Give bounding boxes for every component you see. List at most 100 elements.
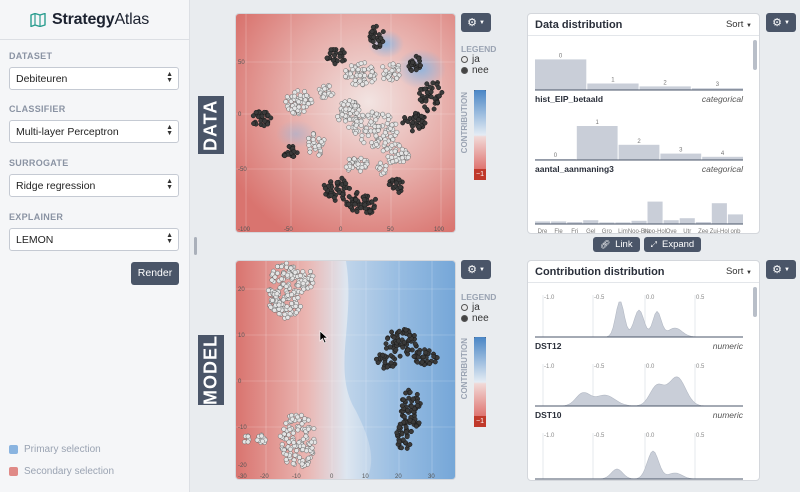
model-legend: LEGEND ja nee — [461, 292, 496, 324]
data-legend: LEGEND ja nee — [461, 44, 496, 76]
scatter-point — [281, 426, 287, 432]
scatter-point — [309, 439, 314, 445]
scatter-point — [289, 301, 295, 306]
scatter-point — [292, 93, 297, 99]
legend-item-ja[interactable]: ja — [461, 54, 496, 65]
histogram-bar[interactable] — [615, 222, 631, 224]
feature-row[interactable]: Dre Fle Fri Gel Gro Lim Noo-Bra Noo-Hol Ove Utr Ze… — [535, 182, 743, 233]
scatter-point — [406, 333, 412, 338]
scatter-point — [297, 273, 303, 279]
legend-item-ja[interactable]: ja — [461, 302, 496, 313]
data-scatter-svg[interactable]: 50 0 -50 -100 -50 0 50 100 — [236, 14, 456, 233]
histogram-bar[interactable] — [535, 221, 551, 224]
data-settings-button[interactable]: ⚙ ▼ — [461, 13, 491, 32]
scatter-point — [358, 205, 364, 211]
histogram-bar[interactable] — [702, 156, 743, 160]
scatter-point — [302, 89, 308, 94]
histogram-bar[interactable] — [695, 222, 711, 224]
data-row-label: DATA — [198, 96, 224, 154]
legend-item-nee[interactable]: nee — [461, 65, 496, 76]
histogram-bar[interactable] — [727, 214, 743, 224]
histogram-bar[interactable] — [660, 153, 702, 160]
histogram: 0 1 2 3 4 — [535, 120, 743, 161]
scatter-point — [400, 437, 406, 443]
histogram-bar[interactable] — [691, 88, 744, 90]
feature-row[interactable]: 0 1 2 3 hist_EIP_betaald categorical — [535, 44, 744, 104]
feature-row[interactable]: -1.0 -0.5 0.0 0.5 — [535, 429, 743, 480]
histogram-bar[interactable] — [663, 220, 679, 224]
scatter-point — [276, 306, 282, 312]
histogram-bar[interactable] — [551, 221, 567, 224]
scrollbar[interactable] — [753, 287, 757, 317]
scatter-point — [305, 101, 311, 107]
scatter-point — [373, 142, 379, 148]
chevron-down-icon: ▼ — [783, 266, 790, 273]
density-plot: -1.0 -0.5 0.0 0.5 — [535, 433, 743, 480]
resize-handle[interactable] — [194, 237, 197, 255]
surrogate-select[interactable]: Ridge regression ▲ ▼ — [9, 174, 179, 197]
scatter-point — [284, 261, 289, 266]
expand-button[interactable]: ⤢ Expand — [643, 237, 702, 252]
histogram-bar[interactable] — [576, 126, 618, 160]
explainer-select[interactable]: LEMON ▲ ▼ — [9, 228, 179, 251]
primary-selection-legend[interactable]: Primary selection — [9, 444, 101, 455]
histogram-bar[interactable] — [599, 222, 615, 224]
legend-item-nee[interactable]: nee — [461, 313, 496, 324]
scatter-point — [403, 424, 409, 430]
histogram-bar[interactable] — [647, 201, 663, 224]
secondary-swatch — [9, 467, 18, 476]
histogram-bar[interactable] — [567, 222, 583, 224]
distribution-settings-button[interactable]: ⚙ ▼ — [766, 13, 796, 32]
histogram-bar[interactable] — [583, 220, 599, 224]
histogram-bar[interactable] — [587, 83, 639, 91]
feature-row[interactable]: -1.0 -0.5 0.0 0.5 DST12 numeric — [535, 291, 743, 353]
data-projection-plot[interactable]: 50 0 -50 -100 -50 0 50 100 — [235, 13, 456, 233]
scatter-point — [418, 63, 423, 68]
tick-label: 0.0 — [646, 364, 655, 370]
sort-dropdown[interactable]: Sort ▼ — [726, 266, 752, 277]
light-dot-icon — [461, 56, 468, 63]
model-settings-button[interactable]: ⚙ ▼ — [461, 260, 491, 279]
model-projection-plot[interactable]: 20 10 0 -10 -20 -30 -20 -10 0 10 20 30 — [235, 260, 456, 480]
scatter-point — [339, 58, 345, 64]
dataset-select[interactable]: Debiteuren ▲ ▼ — [9, 67, 179, 90]
sort-dropdown[interactable]: Sort ▼ — [726, 19, 752, 30]
scatter-point — [407, 389, 413, 395]
classifier-select[interactable]: Multi-layer Perceptron ▲ ▼ — [9, 120, 179, 143]
histogram-bar[interactable] — [639, 86, 691, 90]
tick-label: -0.5 — [594, 364, 605, 370]
density-curve[interactable] — [535, 376, 743, 407]
histogram-bar[interactable] — [618, 144, 660, 160]
model-scatter-svg[interactable]: 20 10 0 -10 -20 -30 -20 -10 0 10 20 30 — [236, 261, 456, 480]
scatter-point — [253, 109, 259, 115]
scatter-point — [295, 414, 301, 420]
histogram-bar[interactable] — [535, 59, 587, 90]
app-logo[interactable]: StrategyAtlas — [0, 0, 189, 40]
link-button[interactable]: 🔗︎ Link — [593, 237, 640, 252]
feature-row[interactable]: 0 1 2 3 4 aantal_aanmaning3 categorical — [535, 110, 743, 174]
render-button[interactable]: Render — [131, 262, 179, 285]
scatter-point — [370, 24, 376, 30]
density-curve[interactable] — [535, 301, 743, 338]
scrollbar[interactable] — [753, 40, 757, 70]
legend-label: nee — [472, 313, 489, 324]
density-curve[interactable] — [535, 450, 743, 480]
secondary-selection-legend[interactable]: Secondary selection — [9, 466, 114, 477]
density-plot: -1.0 -0.5 0.0 0.5 — [535, 295, 743, 338]
scatter-point — [374, 111, 380, 117]
contribution-settings-button[interactable]: ⚙ ▼ — [766, 260, 796, 279]
scatter-point — [286, 432, 292, 438]
feature-row[interactable]: -1.0 -0.5 0.0 0.5 DST10 numeric — [535, 360, 743, 422]
scatter-point — [277, 285, 283, 291]
scatter-point — [343, 181, 349, 186]
histogram-bar[interactable] — [711, 203, 727, 224]
scatter-point — [340, 191, 346, 197]
scatter-point — [371, 205, 377, 211]
histogram-bar[interactable] — [679, 218, 695, 224]
legend-title: LEGEND — [461, 44, 497, 54]
bar-label: 0 — [559, 53, 563, 59]
histogram-bar[interactable] — [631, 220, 647, 224]
scatter-point — [385, 74, 391, 80]
scatter-point — [412, 341, 418, 347]
expand-icon: ⤢ — [650, 239, 657, 249]
